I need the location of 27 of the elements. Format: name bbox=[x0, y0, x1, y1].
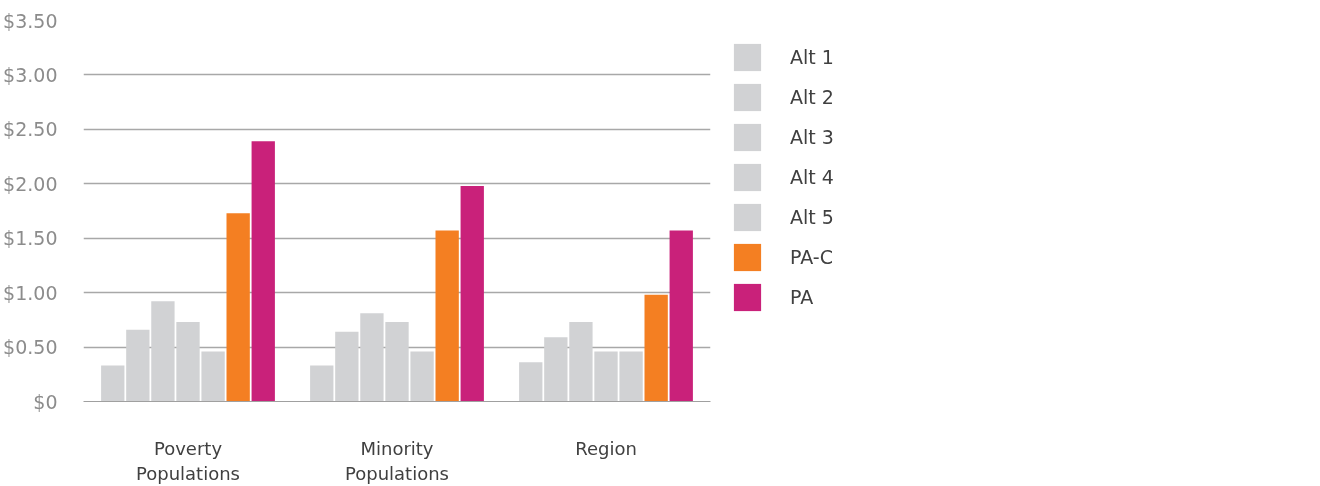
x-tick-label: Poverty Populations bbox=[136, 437, 240, 484]
y-tick-label: $1.50 bbox=[3, 227, 58, 250]
legend-label: PA-C bbox=[790, 246, 833, 268]
legend-label: Alt 5 bbox=[790, 206, 834, 228]
y-tick-label: $2.00 bbox=[3, 172, 58, 195]
bar bbox=[519, 362, 543, 402]
bar bbox=[101, 365, 125, 402]
y-tick-label: $3.50 bbox=[3, 9, 58, 32]
x-tick-label: Minority Populations bbox=[345, 437, 449, 484]
bar bbox=[435, 230, 459, 402]
legend-label: Alt 2 bbox=[790, 86, 834, 108]
bar bbox=[310, 365, 334, 402]
y-tick-label: $1.00 bbox=[3, 281, 58, 304]
legend-label: Alt 3 bbox=[790, 126, 834, 148]
bar bbox=[644, 294, 668, 402]
bar bbox=[669, 230, 693, 402]
legend-label: Alt 4 bbox=[790, 166, 834, 188]
y-tick-label: $0.50 bbox=[3, 336, 58, 359]
legend-label: PA bbox=[790, 286, 814, 308]
y-tick-label: $3.00 bbox=[3, 63, 58, 86]
bar bbox=[460, 185, 484, 402]
y-tick-label: $0 bbox=[33, 390, 58, 413]
bar bbox=[251, 141, 275, 402]
legend-label: Alt 1 bbox=[790, 46, 834, 68]
x-tick-label: Region bbox=[575, 437, 637, 459]
y-tick-label: $2.50 bbox=[3, 118, 58, 141]
bar bbox=[226, 213, 250, 402]
